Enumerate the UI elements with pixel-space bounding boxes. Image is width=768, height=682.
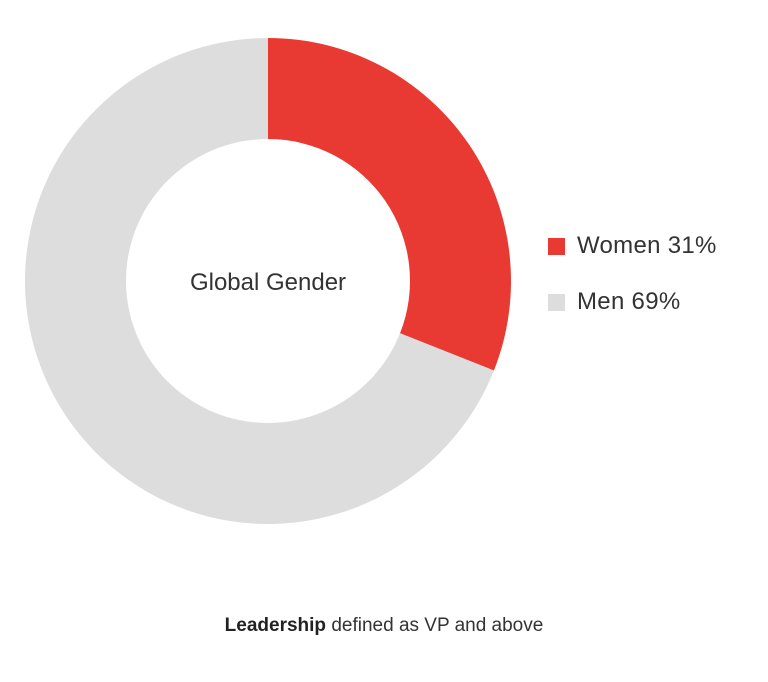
donut-slice-men <box>25 38 494 524</box>
legend: Women 31% Men 69% <box>548 228 717 340</box>
footnote-bold: Leadership <box>224 615 327 636</box>
legend-label-men: Men 69% <box>577 288 681 315</box>
legend-item-men: Men 69% <box>548 284 717 320</box>
footnote: Leadership defined as VP and above <box>0 615 768 637</box>
legend-swatch-men <box>548 293 565 311</box>
donut-slices <box>25 38 512 524</box>
legend-item-women: Women 31% <box>548 228 717 264</box>
footnote-text: defined as VP and above <box>326 615 544 636</box>
legend-swatch-women <box>548 237 565 255</box>
legend-label-women: Women 31% <box>577 232 717 259</box>
donut-center-label: Global Gender <box>190 269 346 296</box>
donut-slice-women <box>268 38 512 371</box>
donut-chart: Global Gender <box>25 38 512 524</box>
